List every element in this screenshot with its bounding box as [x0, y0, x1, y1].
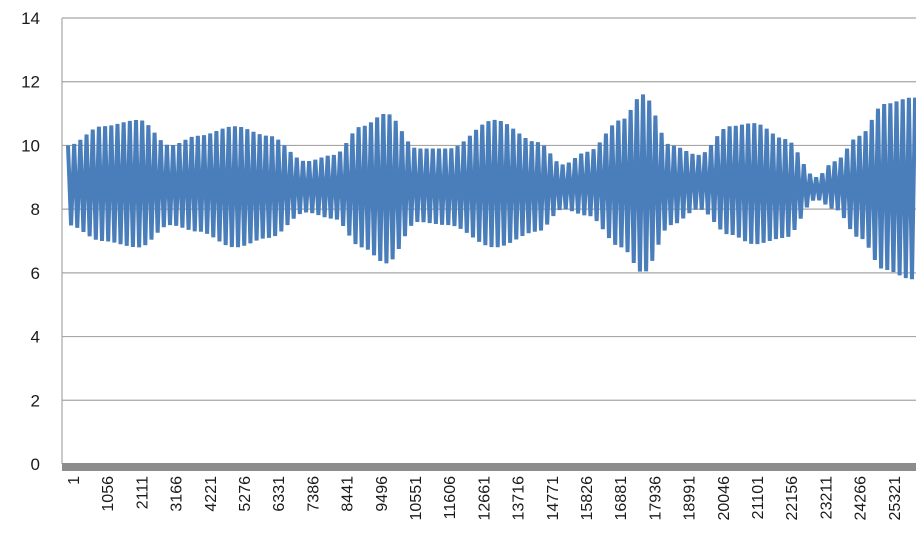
x-tick-label-18991: 18991: [682, 476, 699, 521]
y-tick-labels: 0 2 4 6 8 10 12 14: [21, 9, 40, 474]
x-tick-label-22156: 22156: [784, 476, 801, 521]
x-tick-label-21101: 21101: [750, 476, 767, 519]
axis-layer: [61, 18, 916, 471]
y-tick-label-12: 12: [21, 73, 40, 92]
x-tick-label-6331: 6331: [271, 476, 288, 512]
x-tick-label-7386: 7386: [305, 476, 322, 512]
y-tick-label-0: 0: [31, 455, 40, 474]
y-tick-label-2: 2: [31, 391, 40, 410]
y-tick-label-14: 14: [21, 9, 40, 28]
x-tick-label-17936: 17936: [647, 476, 664, 521]
x-tick-label-3166: 3166: [169, 476, 186, 512]
y-tick-label-8: 8: [31, 200, 40, 219]
y-tick-label-6: 6: [31, 264, 40, 283]
series-layer: [66, 94, 916, 280]
y-tick-label-4: 4: [31, 328, 40, 347]
x-tick-label-16881: 16881: [613, 476, 630, 521]
x-tick-label-23211: 23211: [818, 476, 835, 519]
x-tick-label-15826: 15826: [579, 476, 596, 521]
series-line: [66, 94, 916, 280]
x-tick-label-9496: 9496: [374, 476, 391, 512]
x-tick-label-14771: 14771: [545, 476, 562, 521]
x-tick-label-13716: 13716: [511, 476, 528, 521]
x-tick-label-5276: 5276: [237, 476, 254, 512]
x-tick-label-24266: 24266: [853, 476, 870, 521]
x-tick-label-10551: 10551: [408, 476, 425, 521]
x-axis-line: [62, 463, 916, 471]
x-tick-label-12661: 12661: [476, 476, 493, 521]
x-tick-label-25321: 25321: [887, 476, 904, 521]
x-tick-label-1056: 1056: [100, 476, 117, 512]
x-tick-label-4221: 4221: [203, 476, 220, 512]
y-tick-label-10: 10: [21, 136, 40, 155]
x-tick-label-1: 1: [66, 476, 83, 485]
x-tick-label-8441: 8441: [340, 476, 357, 512]
x-tick-labels: 1 1056 2111 3166 4221 5276 6331 7386 8441 9496 105…: [66, 476, 904, 521]
x-tick-label-20046: 20046: [716, 476, 733, 521]
x-tick-label-2111: 2111: [134, 476, 151, 509]
x-tick-label-11606: 11606: [442, 476, 459, 519]
